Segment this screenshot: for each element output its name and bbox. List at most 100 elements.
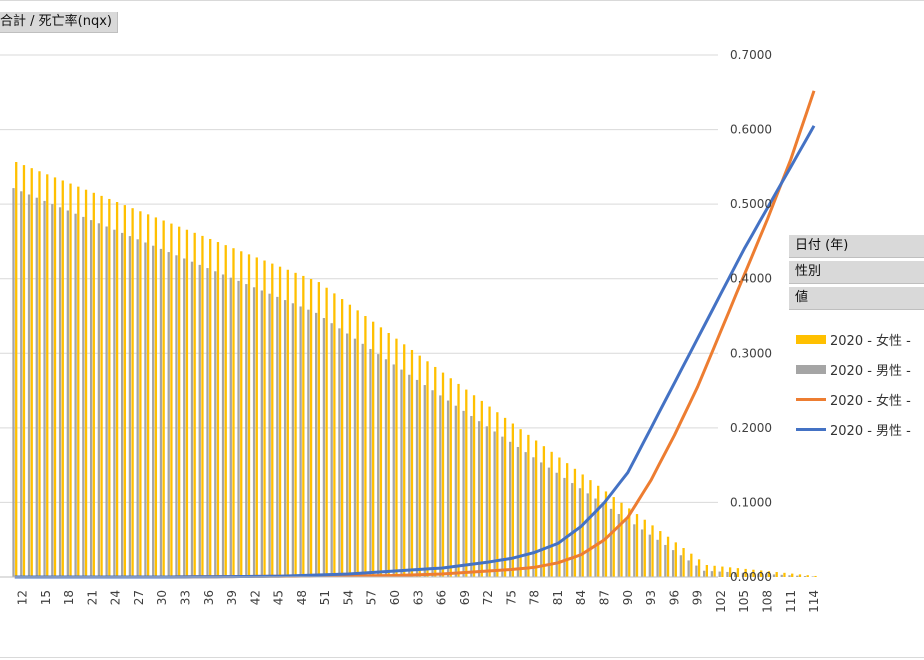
bar-female bbox=[682, 548, 685, 577]
y-tick-label: 0.3000 bbox=[730, 346, 772, 360]
legend-entry-male-line[interactable]: 2020 - 男性 - bbox=[789, 414, 924, 444]
bar-male bbox=[268, 293, 271, 577]
x-tick-label: 90 bbox=[621, 590, 635, 605]
bar-female bbox=[426, 361, 429, 577]
bar-male bbox=[66, 210, 69, 578]
bar-female bbox=[511, 423, 514, 577]
legend-field-gender[interactable]: 性別 bbox=[789, 261, 924, 284]
bar-male bbox=[524, 452, 527, 577]
bar-female bbox=[674, 542, 677, 577]
bar-female bbox=[317, 282, 320, 577]
bar-male bbox=[734, 572, 737, 577]
legend-field-values[interactable]: 値 bbox=[789, 287, 924, 310]
bar-female bbox=[348, 304, 352, 577]
bar-male bbox=[470, 416, 473, 577]
bar-male bbox=[532, 457, 535, 577]
bar-male bbox=[392, 364, 395, 577]
legend-entry-female-line[interactable]: 2020 - 女性 - bbox=[789, 384, 924, 414]
bar-female bbox=[651, 525, 654, 577]
bar-male bbox=[439, 395, 442, 577]
bar-female bbox=[752, 569, 755, 577]
x-tick-label: 48 bbox=[295, 590, 309, 605]
bar-male bbox=[27, 194, 31, 577]
bar-male bbox=[671, 550, 675, 577]
bar-female bbox=[185, 229, 189, 578]
bar-male bbox=[229, 277, 232, 577]
legend-swatch bbox=[796, 364, 826, 374]
x-tick-label: 60 bbox=[388, 590, 402, 605]
bar-male bbox=[571, 483, 574, 577]
bar-male bbox=[384, 359, 388, 577]
bar-male bbox=[633, 524, 636, 577]
bar-female bbox=[503, 417, 507, 577]
bar-female bbox=[806, 575, 809, 577]
value-field-button[interactable]: 合計 / 死亡率(nqx) bbox=[0, 12, 118, 33]
y-tick-label: 0.5000 bbox=[730, 197, 772, 211]
legend-entry-female-bar[interactable]: 2020 - 女性 - bbox=[789, 324, 924, 354]
x-tick-label: 33 bbox=[178, 590, 192, 605]
bar-female bbox=[690, 553, 693, 577]
bar-male bbox=[656, 539, 659, 577]
bar-male bbox=[757, 573, 760, 577]
bar-female bbox=[46, 174, 49, 577]
bar-female bbox=[61, 180, 64, 577]
bar-female bbox=[108, 198, 111, 577]
x-tick-label: 54 bbox=[341, 590, 355, 605]
x-tick-label: 105 bbox=[737, 590, 751, 613]
bar-male bbox=[12, 188, 15, 578]
bar-male bbox=[369, 348, 372, 577]
bar-male bbox=[640, 529, 644, 577]
bar-male bbox=[221, 274, 225, 577]
x-tick-label: 69 bbox=[458, 590, 472, 605]
bar-female bbox=[612, 497, 615, 577]
bar-male bbox=[555, 472, 558, 577]
legend-swatch bbox=[796, 397, 826, 401]
x-tick-label: 39 bbox=[225, 590, 239, 605]
bar-female bbox=[224, 245, 227, 577]
legend-entry-male-bar[interactable]: 2020 - 男性 - bbox=[789, 354, 924, 384]
bar-female bbox=[441, 372, 445, 577]
y-tick-label: 0.2000 bbox=[730, 421, 772, 435]
bar-male bbox=[586, 493, 589, 577]
x-tick-label: 15 bbox=[39, 590, 53, 605]
bar-female bbox=[154, 217, 158, 577]
bar-male bbox=[58, 207, 62, 578]
bar-female bbox=[271, 263, 274, 577]
x-tick-label: 78 bbox=[528, 590, 542, 605]
bar-female bbox=[209, 238, 212, 577]
bar-male bbox=[679, 555, 683, 577]
bar-female bbox=[170, 223, 173, 577]
secondary-y-axis: 0.0000 0.1000 0.2000 0.3000 0.4000 0.5000 0.60… bbox=[730, 48, 772, 584]
bar-female bbox=[333, 293, 336, 577]
bar-female bbox=[115, 202, 119, 577]
bar-female bbox=[247, 254, 251, 578]
x-tick-label: 27 bbox=[132, 590, 146, 605]
bar-female bbox=[201, 235, 204, 578]
bar-male bbox=[144, 242, 147, 577]
legend-swatch bbox=[796, 334, 826, 344]
bar-female bbox=[457, 383, 460, 577]
bar-male bbox=[431, 390, 434, 577]
bar-female bbox=[372, 321, 375, 577]
bar-female bbox=[496, 412, 499, 577]
bar-male bbox=[625, 519, 628, 577]
bar-female bbox=[92, 192, 95, 577]
legend-field-year[interactable]: 日付 (年) bbox=[789, 235, 924, 258]
bar-male bbox=[415, 379, 419, 577]
bar-male bbox=[648, 534, 651, 577]
bar-female bbox=[263, 260, 266, 577]
x-tick-label: 75 bbox=[504, 590, 518, 605]
bar-male bbox=[128, 236, 132, 577]
bar-male bbox=[159, 248, 163, 578]
x-tick-label: 18 bbox=[62, 590, 76, 605]
bar-male bbox=[260, 290, 263, 577]
bar-female bbox=[418, 355, 421, 577]
bar-male bbox=[152, 245, 155, 577]
bar-female bbox=[713, 565, 716, 577]
bar-female bbox=[232, 248, 235, 578]
bar-male bbox=[765, 574, 768, 577]
bar-female bbox=[22, 165, 26, 578]
x-tick-label: 51 bbox=[318, 590, 332, 605]
bar-male bbox=[167, 252, 170, 578]
